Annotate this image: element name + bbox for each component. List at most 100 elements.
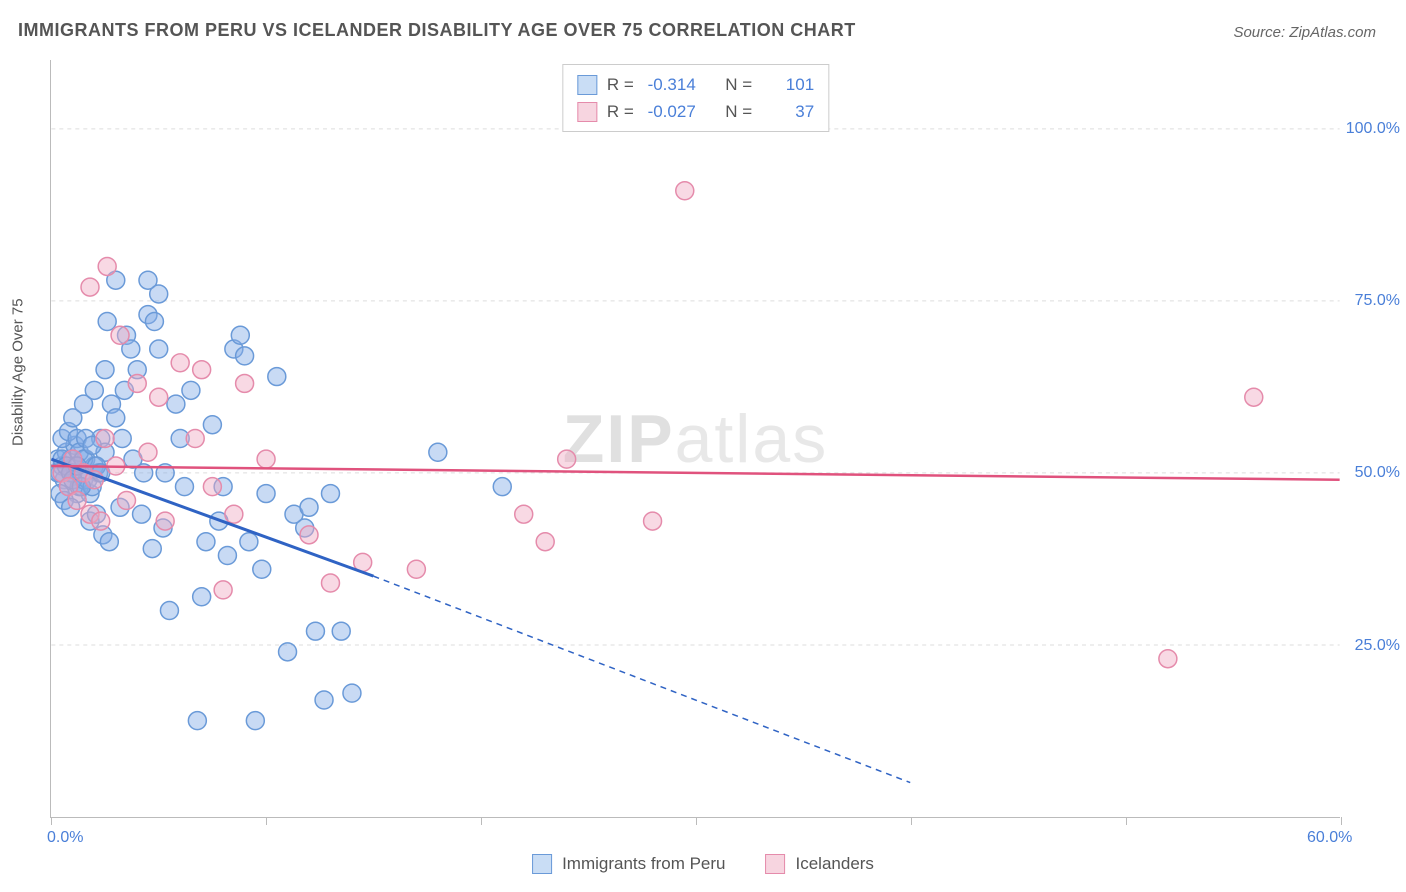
data-point xyxy=(225,505,243,523)
data-point xyxy=(193,588,211,606)
legend-row-peru: R = -0.314 N = 101 xyxy=(577,71,814,98)
data-point xyxy=(139,443,157,461)
data-point xyxy=(246,712,264,730)
data-point xyxy=(644,512,662,530)
data-point xyxy=(300,498,318,516)
legend-swatch-peru xyxy=(577,75,597,95)
r-label: R = xyxy=(607,71,634,98)
x-tick xyxy=(51,817,52,825)
data-point xyxy=(188,712,206,730)
r-label: R = xyxy=(607,98,634,125)
data-point xyxy=(85,381,103,399)
legend-swatch-icelanders xyxy=(577,102,597,122)
plot-area: ZIPatlas R = -0.314 N = 101 R = -0.027 N… xyxy=(50,60,1340,818)
data-point xyxy=(100,533,118,551)
r-value-icelanders: -0.027 xyxy=(644,98,696,125)
bottom-label-icelanders: Icelanders xyxy=(796,854,874,874)
data-point xyxy=(150,285,168,303)
data-point xyxy=(343,684,361,702)
data-point xyxy=(96,361,114,379)
data-point xyxy=(536,533,554,551)
data-point xyxy=(429,443,447,461)
data-point xyxy=(315,691,333,709)
data-point xyxy=(214,581,232,599)
data-point xyxy=(279,643,297,661)
data-point xyxy=(68,491,86,509)
x-tick xyxy=(1126,817,1127,825)
r-value-peru: -0.314 xyxy=(644,71,696,98)
data-point xyxy=(167,395,185,413)
data-point xyxy=(236,374,254,392)
data-point xyxy=(231,326,249,344)
chart-container: IMMIGRANTS FROM PERU VS ICELANDER DISABI… xyxy=(0,0,1406,892)
source-attribution: Source: ZipAtlas.com xyxy=(1233,24,1376,41)
bottom-swatch-icelanders xyxy=(766,854,786,874)
data-point xyxy=(203,478,221,496)
data-point xyxy=(515,505,533,523)
data-point xyxy=(186,430,204,448)
data-point xyxy=(306,622,324,640)
n-label: N = xyxy=(725,98,752,125)
data-point xyxy=(156,512,174,530)
data-point xyxy=(407,560,425,578)
data-point xyxy=(107,409,125,427)
data-point xyxy=(160,602,178,620)
bottom-legend-peru: Immigrants from Peru xyxy=(532,854,725,874)
bottom-label-peru: Immigrants from Peru xyxy=(562,854,725,874)
n-value-peru: 101 xyxy=(762,71,814,98)
chart-title: IMMIGRANTS FROM PERU VS ICELANDER DISABI… xyxy=(18,20,856,41)
data-point xyxy=(171,354,189,372)
data-point xyxy=(332,622,350,640)
data-point xyxy=(98,257,116,275)
data-point xyxy=(193,361,211,379)
data-point xyxy=(150,388,168,406)
x-tick xyxy=(911,817,912,825)
data-point xyxy=(98,313,116,331)
y-axis-label: Disability Age Over 75 xyxy=(10,298,27,446)
data-point xyxy=(257,485,275,503)
data-point xyxy=(113,430,131,448)
data-point xyxy=(175,478,193,496)
bottom-swatch-peru xyxy=(532,854,552,874)
data-point xyxy=(676,182,694,200)
legend-row-icelanders: R = -0.027 N = 37 xyxy=(577,98,814,125)
data-point xyxy=(1245,388,1263,406)
data-point xyxy=(300,526,318,544)
y-tick-label: 75.0% xyxy=(1355,292,1400,310)
y-tick-label: 100.0% xyxy=(1346,120,1400,138)
x-tick-label: 0.0% xyxy=(47,829,83,847)
data-point xyxy=(197,533,215,551)
x-tick xyxy=(696,817,697,825)
data-point xyxy=(96,430,114,448)
y-tick-label: 50.0% xyxy=(1355,464,1400,482)
plot-svg xyxy=(51,60,1340,817)
data-point xyxy=(150,340,168,358)
data-point xyxy=(257,450,275,468)
data-point xyxy=(321,574,339,592)
data-point xyxy=(128,374,146,392)
n-label: N = xyxy=(725,71,752,98)
data-point xyxy=(558,450,576,468)
data-point xyxy=(268,368,286,386)
data-point xyxy=(118,491,136,509)
data-point xyxy=(493,478,511,496)
data-point xyxy=(240,533,258,551)
x-tick xyxy=(1341,817,1342,825)
y-tick-label: 25.0% xyxy=(1355,637,1400,655)
data-point xyxy=(218,547,236,565)
data-point xyxy=(182,381,200,399)
data-point xyxy=(203,416,221,434)
x-tick xyxy=(266,817,267,825)
n-value-icelanders: 37 xyxy=(762,98,814,125)
data-point xyxy=(133,505,151,523)
data-point xyxy=(236,347,254,365)
x-tick-label: 60.0% xyxy=(1307,829,1352,847)
data-point xyxy=(145,313,163,331)
x-tick xyxy=(481,817,482,825)
bottom-legend-icelanders: Icelanders xyxy=(766,854,874,874)
data-point xyxy=(143,540,161,558)
data-point xyxy=(111,326,129,344)
data-point xyxy=(253,560,271,578)
bottom-legend: Immigrants from Peru Icelanders xyxy=(532,854,874,874)
data-point xyxy=(81,278,99,296)
